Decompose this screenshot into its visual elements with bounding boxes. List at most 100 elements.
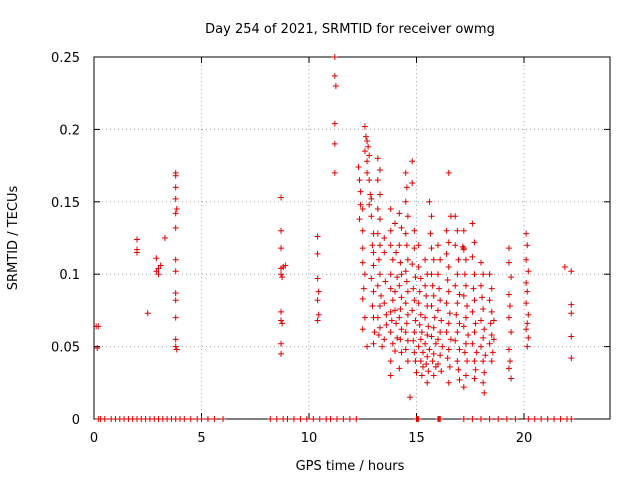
data-point: [172, 172, 179, 179]
data-point: [397, 259, 404, 266]
data-point: [411, 297, 418, 304]
data-point: [412, 358, 419, 365]
data-point: [415, 416, 422, 422]
data-point: [471, 375, 478, 382]
data-point: [387, 358, 394, 365]
data-point: [469, 308, 476, 315]
data-point: [314, 275, 321, 282]
data-point: [455, 366, 462, 373]
data-point: [453, 311, 460, 318]
data-point: [404, 358, 411, 365]
data-point: [278, 271, 285, 278]
data-point: [387, 285, 394, 292]
data-point: [445, 239, 452, 246]
data-point: [376, 216, 383, 223]
data-point: [478, 416, 484, 422]
y-tick-label: 0.15: [51, 196, 80, 211]
data-point: [374, 206, 381, 213]
data-point: [187, 416, 194, 422]
data-point: [376, 271, 383, 278]
data-point: [211, 416, 218, 422]
data-point: [172, 290, 179, 297]
data-point: [456, 346, 463, 353]
x-axis-label: GPS time / hours: [296, 459, 405, 474]
data-point: [438, 317, 445, 324]
data-point: [392, 220, 398, 227]
data-point: [452, 337, 459, 344]
data-point: [398, 224, 405, 231]
data-point: [486, 416, 493, 422]
data-point: [378, 292, 385, 299]
data-point: [278, 245, 285, 252]
data-point: [430, 372, 437, 379]
data-point: [370, 340, 377, 347]
data-point: [172, 343, 179, 350]
data-point: [404, 311, 411, 318]
data-point: [456, 376, 463, 383]
data-point: [568, 301, 575, 308]
data-point: [482, 352, 489, 359]
data-point: [359, 245, 366, 252]
data-point: [538, 416, 545, 422]
data-point: [409, 179, 416, 186]
data-point: [134, 236, 140, 243]
x-tick-label: 0: [90, 431, 98, 446]
data-point: [422, 314, 429, 321]
data-point: [396, 210, 403, 217]
data-point: [359, 259, 366, 266]
data-point: [364, 343, 371, 350]
data-point: [415, 263, 422, 270]
data-point: [331, 54, 338, 60]
data-point: [486, 340, 493, 347]
data-point: [402, 198, 409, 205]
data-point: [101, 416, 108, 422]
data-point: [267, 416, 274, 422]
data-point: [505, 346, 512, 353]
data-point: [375, 256, 382, 263]
data-point: [361, 123, 368, 130]
data-point: [561, 263, 568, 270]
data-point: [439, 343, 446, 350]
data-point: [417, 311, 424, 318]
data-point: [443, 250, 450, 257]
data-point: [410, 285, 417, 292]
data-point: [445, 288, 452, 295]
data-point: [278, 194, 285, 201]
data-point: [425, 368, 432, 375]
data-point: [428, 303, 435, 310]
data-point: [478, 317, 484, 324]
data-point: [359, 295, 366, 302]
data-point: [508, 375, 515, 382]
y-axis-label: SRMTID / TECUs: [6, 186, 21, 291]
data-point: [327, 416, 334, 422]
data-point: [172, 210, 179, 217]
data-point: [172, 256, 179, 263]
data-point: [435, 242, 441, 249]
data-point: [426, 346, 433, 353]
data-point: [472, 320, 479, 327]
data-point: [331, 72, 338, 79]
data-point: [393, 249, 400, 256]
data-point: [430, 292, 437, 299]
data-point: [469, 253, 476, 260]
data-point: [392, 307, 398, 314]
data-point: [376, 303, 383, 310]
data-point: [173, 206, 180, 213]
data-point: [523, 230, 530, 237]
data-point: [284, 416, 291, 422]
data-point: [393, 320, 400, 327]
data-point: [568, 333, 575, 340]
data-point: [314, 233, 321, 240]
data-point: [446, 363, 453, 370]
tick-labels: 0 0.05 0.1 0.15 0.2 0.25 0 5 10 15 20: [51, 51, 532, 446]
data-point: [361, 271, 368, 278]
data-point: [404, 213, 411, 220]
data-point: [381, 336, 388, 343]
data-point: [389, 297, 396, 304]
data-point: [95, 323, 102, 330]
data-point: [525, 311, 532, 318]
data-point: [471, 271, 478, 278]
data-point: [367, 191, 374, 198]
data-point: [481, 369, 488, 376]
data-point: [429, 282, 436, 289]
